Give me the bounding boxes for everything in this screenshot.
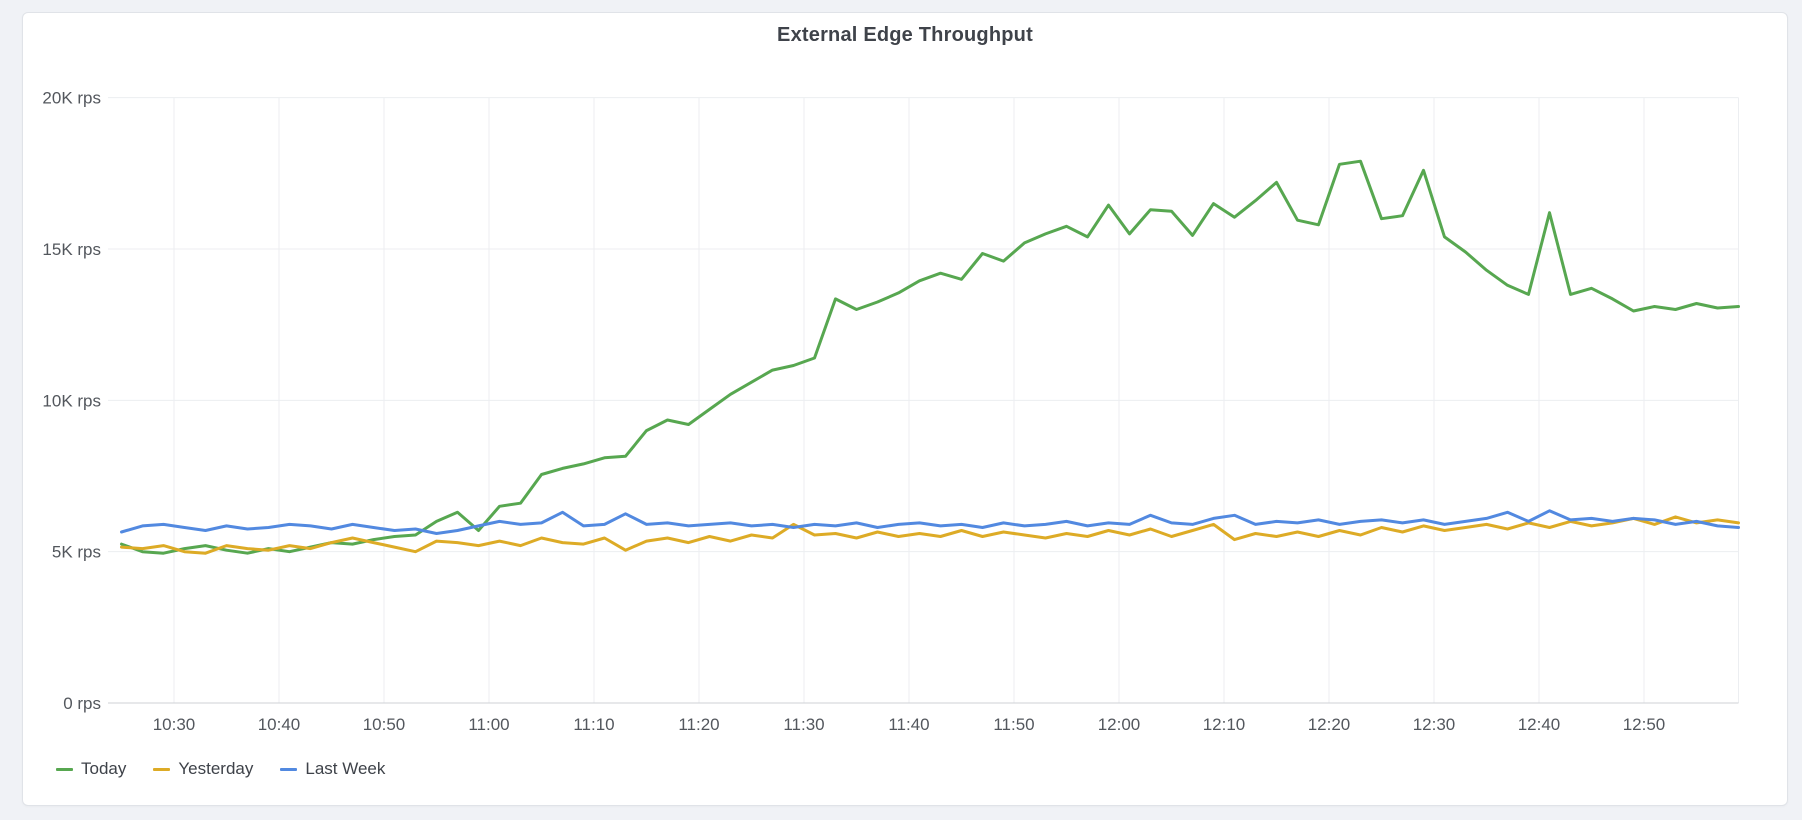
- x-tick-label: 11:10: [573, 715, 614, 734]
- y-tick-label: 20K rps: [42, 89, 101, 108]
- throughput-chart-plot[interactable]: 0 rps 5K rps 10K rps 15K rps 20K rps 10:30 10:…: [23, 13, 1787, 805]
- legend-label-lastweek: Last Week: [305, 759, 386, 778]
- x-tick-label: 12:50: [1623, 715, 1666, 734]
- y-tick-label: 15K rps: [42, 240, 101, 259]
- legend-item-today[interactable]: Today: [56, 759, 126, 779]
- series-line-last-week: [120, 509, 1740, 535]
- legend-label-yesterday: Yesterday: [178, 759, 254, 778]
- throughput-panel: External Edge Throughput 0 rps 5K rps 10K …: [22, 12, 1788, 806]
- x-tick-label: 11:50: [993, 715, 1034, 734]
- legend-item-yesterday[interactable]: Yesterday: [153, 759, 253, 779]
- legend-item-lastweek[interactable]: Last Week: [280, 759, 385, 779]
- x-tick-label: 10:40: [258, 715, 301, 734]
- chart-legend: Today Yesterday Last Week: [56, 759, 385, 779]
- x-tick-label: 12:20: [1308, 715, 1351, 734]
- lastweek-series-color-dash: [280, 767, 298, 771]
- y-tick-label: 0 rps: [63, 694, 101, 713]
- x-tick-label: 11:20: [678, 715, 719, 734]
- y-tick-label: 5K rps: [52, 543, 101, 562]
- today-series-color-dash: [56, 767, 73, 771]
- yesterday-series-color-dash: [153, 767, 171, 771]
- series-line-yesterday: [120, 515, 1740, 555]
- x-tick-label: 11:30: [783, 715, 824, 734]
- x-tick-label: 11:00: [468, 715, 509, 734]
- y-tick-label: 10K rps: [42, 391, 101, 410]
- legend-label-today: Today: [81, 759, 127, 778]
- panel-title: External Edge Throughput: [777, 24, 1033, 46]
- series-line-today: [120, 159, 1740, 555]
- x-tick-label: 12:00: [1098, 715, 1141, 734]
- x-tick-label: 12:40: [1518, 715, 1561, 734]
- x-tick-label: 11:40: [888, 715, 929, 734]
- x-tick-label: 12:10: [1203, 715, 1246, 734]
- x-tick-label: 12:30: [1413, 715, 1456, 734]
- x-tick-label: 10:50: [363, 715, 406, 734]
- x-tick-label: 10:30: [153, 715, 196, 734]
